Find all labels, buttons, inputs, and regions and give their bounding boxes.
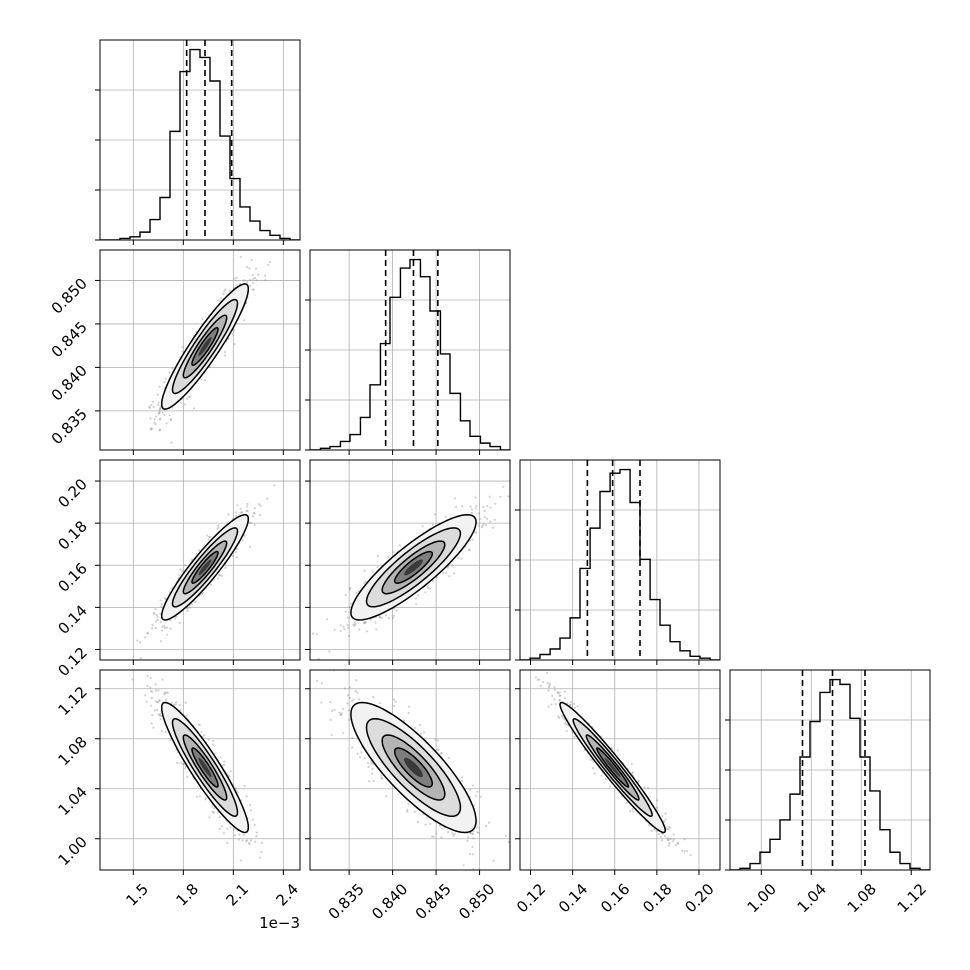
histogram-0 <box>100 48 300 240</box>
contour-line <box>171 298 239 395</box>
x-tick-label: 0.845 <box>412 880 455 923</box>
contour-line <box>191 747 219 788</box>
pair-panel-2-3 <box>519 669 721 871</box>
density-level <box>404 757 423 778</box>
x-tick-label: 0.12 <box>513 880 549 916</box>
x-tick-label: 1.00 <box>744 880 780 916</box>
panel-frame <box>519 459 721 661</box>
density-level <box>604 757 621 778</box>
panel-frame <box>99 669 301 871</box>
y-tick-label: 1.12 <box>54 683 90 719</box>
x-tick-label: 0.18 <box>639 880 675 916</box>
x-tick-label: 0.16 <box>597 880 633 916</box>
contour-line <box>182 314 228 379</box>
panel-frame <box>99 459 301 661</box>
x-axis-3: 1.00 1.04 1.08 1.12 <box>744 870 930 916</box>
x-tick-label: 2.4 <box>272 880 302 910</box>
panel-frame <box>309 459 511 661</box>
contour-line <box>559 701 667 834</box>
y-tick-label: 1.04 <box>54 783 90 819</box>
x-tick-label: 1.12 <box>894 880 930 916</box>
contour-line <box>381 540 446 595</box>
x-tick-label: 0.850 <box>455 880 498 923</box>
y-tick-label: 0.845 <box>48 318 91 361</box>
diag-panel-1 <box>305 249 511 451</box>
contour-line <box>596 747 630 788</box>
pair-panel-1-3 <box>309 669 511 871</box>
pair-panel-0-2 <box>99 459 301 661</box>
panel-frame <box>309 669 511 871</box>
contour-line <box>585 734 640 801</box>
x-tick-label: 1.08 <box>844 880 880 916</box>
contour-line <box>171 527 239 608</box>
panel-frame <box>309 249 511 451</box>
x-tick-label: 0.840 <box>368 880 411 923</box>
contour-line <box>393 550 434 584</box>
contour-line <box>160 283 250 410</box>
x-tick-label: 1.04 <box>794 880 830 916</box>
contour-line <box>160 701 250 834</box>
histogram-3 <box>730 678 930 870</box>
y-tick-label: 0.16 <box>54 559 90 595</box>
panel-frame <box>519 669 721 871</box>
contour-line <box>171 718 239 817</box>
histogram-2 <box>520 468 720 660</box>
contour-line <box>572 718 653 817</box>
y-tick-label: 0.18 <box>54 517 90 553</box>
contour-line <box>365 527 462 608</box>
contour-line <box>365 718 462 817</box>
x-offset-label: 1e−3 <box>259 914 300 932</box>
pair-panel-0-3 <box>99 669 301 871</box>
y-tick-label: 0.835 <box>48 405 91 448</box>
x-tick-label: 0.20 <box>681 880 717 916</box>
contour-line <box>393 747 434 788</box>
y-tick-label: 0.12 <box>54 644 90 680</box>
x-tick-label: 1.5 <box>122 880 152 910</box>
diag-panel-3 <box>725 669 931 871</box>
contour-line <box>160 514 250 621</box>
density-level <box>404 559 423 576</box>
pair-panel-0-1 <box>99 249 301 451</box>
x-tick-label: 1.8 <box>172 880 202 910</box>
panel-frame <box>729 669 931 871</box>
y-tick-label: 1.08 <box>54 733 90 769</box>
diag-panel-0 <box>95 39 301 241</box>
x-axis-2: 0.12 0.14 0.16 0.18 0.20 <box>513 660 718 916</box>
y-tick-label: 0.14 <box>54 601 90 637</box>
density-level <box>198 559 212 576</box>
contour-line <box>182 540 228 595</box>
panel-frame <box>99 249 301 451</box>
y-tick-label: 0.840 <box>48 361 91 404</box>
x-tick-label: 0.835 <box>325 880 368 923</box>
y-tick-label: 1.00 <box>54 833 90 869</box>
pair-panel-1-2 <box>309 459 511 661</box>
contour-line <box>381 734 446 801</box>
diag-panel-2 <box>515 459 721 661</box>
y-tick-label: 0.850 <box>48 275 91 318</box>
x-tick-label: 0.14 <box>555 880 591 916</box>
contour-line <box>350 701 477 834</box>
panel-frame <box>99 39 301 241</box>
contour-line <box>191 326 219 367</box>
density-level <box>198 337 212 356</box>
contour-line <box>191 550 219 584</box>
x-tick-label: 2.1 <box>222 880 252 910</box>
contour-line <box>182 734 228 801</box>
histogram-1 <box>310 258 510 450</box>
contour-line <box>350 513 477 621</box>
density-level <box>198 757 212 778</box>
y-tick-label: 0.20 <box>54 475 90 511</box>
